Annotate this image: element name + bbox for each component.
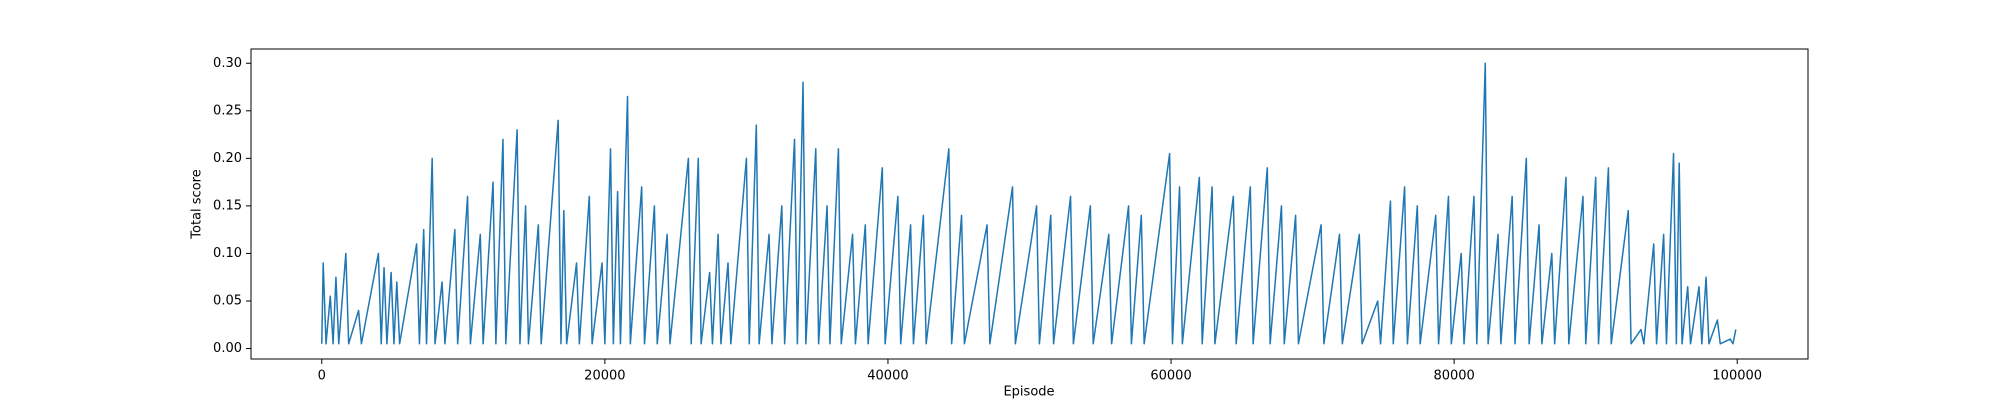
- line-series: [321, 62, 1737, 345]
- x-tick-label: 20000: [584, 369, 625, 384]
- x-tick-label: 40000: [867, 369, 908, 384]
- y-tick-label: 0.00: [213, 341, 242, 356]
- y-tick-label: 0.30: [213, 56, 242, 71]
- x-tick-label: 100000: [1712, 369, 1762, 384]
- y-tick-label: 0.10: [213, 246, 242, 261]
- plot-frame: [250, 48, 1809, 360]
- y-tick-label: 0.15: [213, 198, 242, 213]
- y-tick-label: 0.05: [213, 293, 242, 308]
- x-tick-label: 60000: [1150, 369, 1191, 384]
- x-tick-label: 80000: [1433, 369, 1474, 384]
- y-tick-label: 0.20: [213, 151, 242, 166]
- x-axis-label: Episode: [1003, 385, 1054, 400]
- y-axis-label: Total score: [190, 169, 205, 239]
- y-tick-label: 0.25: [213, 103, 242, 118]
- x-tick-label: 0: [318, 369, 326, 384]
